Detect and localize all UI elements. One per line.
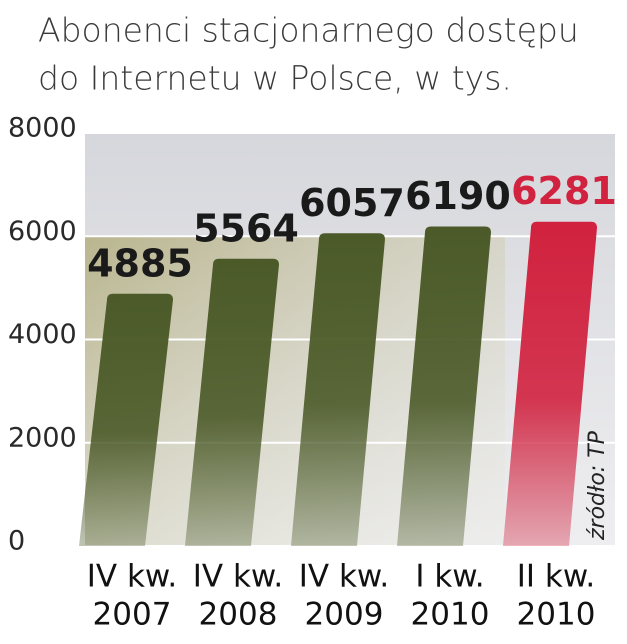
value-label: 6190 — [405, 174, 511, 218]
x-tick-label: 2010 — [517, 597, 596, 633]
value-label: 5564 — [193, 206, 299, 250]
bar — [503, 221, 597, 546]
y-tick-label: 6000 — [8, 216, 77, 247]
chart-title: Abonenci stacjonarnego dostępu — [38, 11, 579, 50]
y-tick-label: 8000 — [8, 113, 77, 144]
bars — [79, 221, 597, 546]
x-tick-label: IV kw. — [299, 559, 390, 595]
value-label: 6281 — [511, 169, 617, 213]
x-tick-label: 2009 — [305, 597, 384, 633]
x-tick-label: II kw. — [517, 559, 595, 595]
x-tick-label: 2010 — [411, 597, 490, 633]
x-tick-label: 2008 — [199, 597, 278, 633]
x-tick-label: 2007 — [93, 597, 172, 633]
bar — [397, 226, 491, 546]
title: Abonenci stacjonarnego dostępu do Interne… — [38, 11, 579, 98]
bar — [185, 258, 279, 546]
x-tick-label: IV kw. — [193, 559, 284, 595]
value-label: 4885 — [87, 241, 193, 285]
bar — [291, 233, 385, 546]
y-tick-label: 0 — [8, 526, 25, 557]
y-tick-label: 4000 — [8, 319, 77, 350]
source: źródło: TP — [585, 430, 610, 541]
value-label: 6057 — [299, 181, 405, 225]
x-tick-label: I kw. — [415, 559, 484, 595]
chart-title: do Internetu w Polsce, w tys. — [38, 59, 512, 98]
x-tick-label: IV kw. — [87, 559, 178, 595]
y-tick-label: 2000 — [8, 422, 77, 453]
bar — [79, 293, 173, 546]
